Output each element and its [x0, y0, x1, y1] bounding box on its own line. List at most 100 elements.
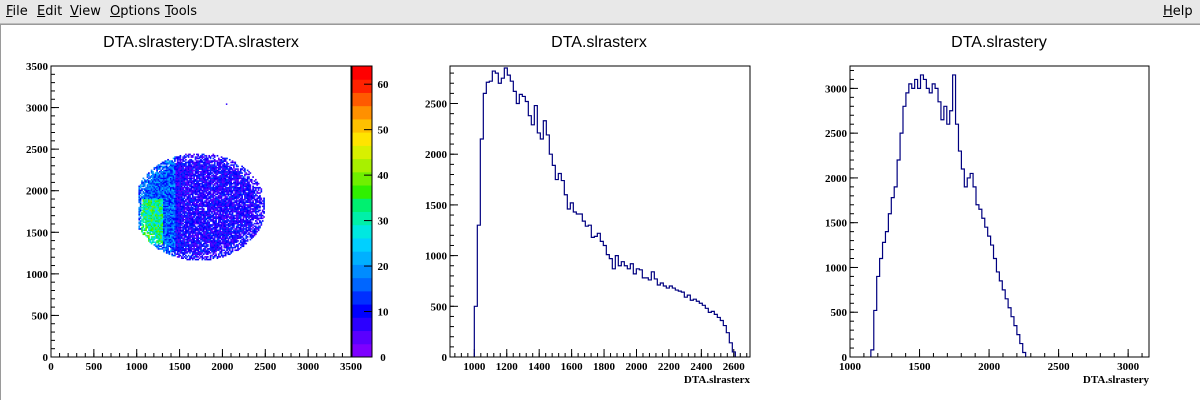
heatmap-cell: [143, 196, 146, 198]
heatmap-cell: [159, 212, 161, 214]
heatmap-cell: [194, 193, 197, 196]
heatmap-cell: [142, 225, 145, 228]
heatmap-cell: [182, 189, 184, 192]
heatmap-cell: [156, 181, 158, 184]
heatmap-cell: [196, 200, 198, 202]
heatmap-cell: [212, 154, 215, 157]
heatmap-cell: [213, 233, 216, 236]
heatmap-cell: [209, 170, 212, 173]
heatmap-cell: [174, 182, 176, 185]
heatmap-cell: [249, 226, 252, 229]
heatmap-cell: [179, 202, 182, 205]
heatmap-cell: [178, 224, 180, 226]
heatmap-cell: [160, 193, 163, 196]
heatmap-cell: [200, 248, 202, 250]
heatmap-cell: [211, 180, 213, 182]
heatmap-cell: [183, 162, 186, 165]
heatmap-cell: [217, 246, 220, 249]
heatmap-cell: [164, 184, 167, 186]
heatmap-cell: [196, 221, 198, 224]
heatmap-cell: [226, 157, 228, 160]
heatmap-cell: [219, 224, 222, 226]
heatmap-cell: [159, 214, 161, 217]
heatmap-cell: [171, 222, 174, 225]
heatmap-cell: [174, 249, 176, 252]
heatmap-cell: [164, 226, 167, 229]
menu-edit[interactable]: Edit: [37, 4, 62, 20]
heatmap-cell: [145, 189, 147, 192]
heatmap-cell: [138, 206, 141, 209]
heatmap-cell: [154, 236, 157, 238]
heatmap-cell: [186, 177, 189, 180]
heatmap-cell: [169, 206, 172, 209]
heatmap-cell: [205, 172, 208, 174]
heatmap-cell: [169, 177, 172, 180]
menu-file[interactable]: File: [6, 4, 28, 20]
heatmap-cell: [246, 173, 249, 176]
heatmap-cell: [224, 220, 227, 222]
heatmap-cell: [211, 220, 213, 222]
heatmap-cell: [161, 174, 164, 177]
heatmap-cell: [176, 157, 179, 160]
heatmap-cell: [152, 192, 154, 194]
heatmap-cell: [142, 208, 145, 210]
heatmap-cell: [182, 214, 184, 217]
heatmap-cell: [248, 214, 250, 217]
heatmap-cell: [189, 196, 191, 198]
heatmap-cell: [176, 160, 179, 162]
heatmap-cell: [142, 229, 145, 232]
heatmap-cell: [167, 252, 169, 254]
heatmap-cell: [183, 221, 186, 224]
heatmap-cells: [138, 103, 265, 261]
root-canvas[interactable]: DTA.slrastery:DTA.slrasterx 0 500 1000 1500 2…: [0, 24, 1200, 400]
heatmap-cell: [198, 213, 201, 216]
heatmap-cell: [156, 225, 158, 228]
heatmap-cell: [217, 229, 220, 232]
heatmap-cell: [164, 194, 167, 197]
heatmap-cell: [231, 190, 234, 193]
menu-options[interactable]: Options: [110, 4, 160, 20]
heatmap-cell: [219, 200, 222, 202]
heatmap-cell: [217, 165, 220, 168]
heatmap-cell: [208, 166, 211, 169]
heatmap-cell: [241, 232, 243, 234]
heatmap-cell: [228, 205, 231, 208]
heatmap-cell: [212, 214, 215, 217]
heatmap-cell: [175, 244, 178, 246]
heatmap-cell: [179, 166, 182, 169]
heatmap-cell: [139, 197, 142, 200]
heatmap-cell: [212, 166, 215, 169]
heatmap-cell: [201, 224, 204, 226]
heatmap-cell: [160, 225, 163, 228]
heatmap-cell: [169, 178, 172, 181]
heatmap-cell: [180, 244, 183, 246]
heatmap-cell: [216, 205, 219, 208]
heatmap-cell: [156, 200, 158, 202]
heatmap-cell: [196, 220, 198, 222]
heatmap-cell: [183, 233, 186, 236]
heatmap-cell: [159, 177, 161, 180]
menu-tools[interactable]: Tools: [165, 4, 197, 20]
heatmap-cell: [157, 228, 160, 230]
heatmap-cell: [205, 245, 208, 248]
heatmap-cell: [212, 230, 215, 233]
heatmap-cell: [163, 200, 165, 202]
heatmap-cell: [238, 230, 241, 233]
heatmap-cell: [239, 204, 242, 206]
heatmap-cell: [174, 212, 176, 214]
heatmap-cell: [185, 216, 187, 218]
menu-help[interactable]: Help: [1163, 4, 1193, 20]
heatmap-cell: [249, 208, 252, 210]
heatmap-cell: [237, 229, 239, 232]
heatmap-cell: [200, 193, 202, 196]
heatmap-cell: [165, 193, 168, 196]
heatmap-cell: [156, 188, 158, 190]
heatmap-cell: [200, 229, 202, 232]
menu-view[interactable]: View: [70, 4, 101, 20]
heatmap-cell: [182, 204, 184, 206]
heatmap-cell: [154, 205, 157, 208]
heatmap-cell: [190, 238, 193, 241]
heatmap-cell: [176, 217, 179, 220]
heatmap-cell: [245, 209, 248, 212]
